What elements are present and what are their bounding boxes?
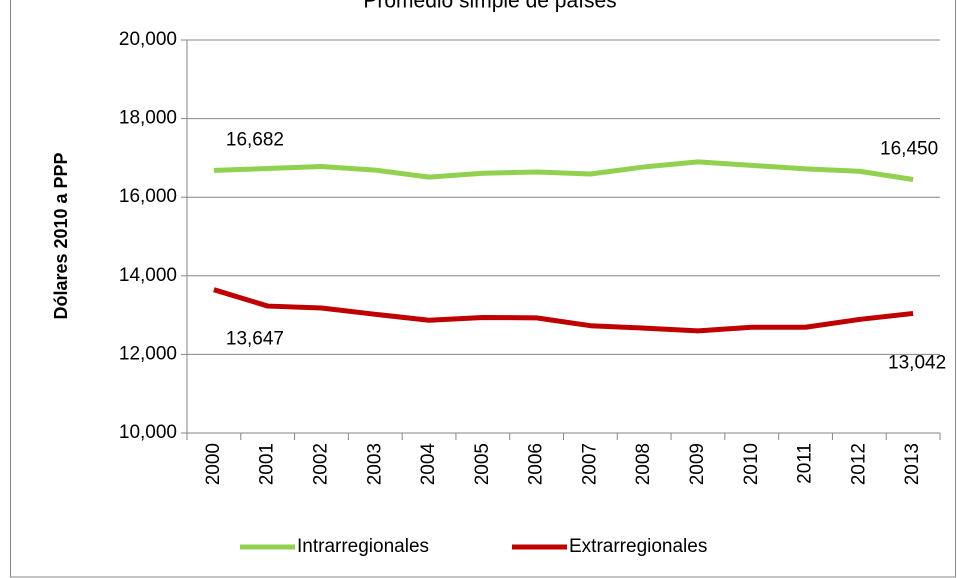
- data-label: 16,450: [880, 139, 938, 160]
- x-tick-label: 2007: [579, 443, 600, 485]
- x-tick-label: 2004: [418, 443, 439, 486]
- chart-frame: [10, 0, 956, 578]
- y-tick-label: 12,000: [119, 343, 177, 364]
- y-axis-label: Dólares 2010 a PPP: [51, 152, 71, 319]
- y-tick-label: 18,000: [119, 108, 177, 129]
- chart-title: Promedio simple de países: [363, 0, 616, 13]
- x-tick-label: 2002: [310, 443, 331, 485]
- x-tick-label: 2012: [848, 443, 869, 485]
- data-label: 13,647: [226, 329, 284, 350]
- y-tick-label: 10,000: [119, 422, 177, 443]
- x-tick-label: 2013: [902, 443, 923, 485]
- x-tick-label: 2000: [203, 443, 224, 485]
- legend-label: Extrarregionales: [569, 536, 707, 557]
- series-line: [213, 287, 914, 334]
- x-tick-label: 2011: [795, 443, 816, 484]
- x-tick-label: 2009: [687, 443, 708, 485]
- x-tick-label: 2006: [526, 443, 547, 485]
- legend-label: Intrarregionales: [297, 536, 429, 557]
- x-tick-label: 2001: [257, 443, 278, 485]
- y-tick-label: 16,000: [119, 186, 177, 207]
- x-tick-label: 2005: [472, 443, 493, 485]
- x-tick-label: 2008: [633, 443, 654, 485]
- x-tick-label: 2003: [364, 443, 385, 485]
- data-label: 13,042: [888, 352, 946, 373]
- y-tick-label: 20,000: [119, 29, 177, 50]
- series-line: [213, 159, 914, 182]
- y-tick-label: 14,000: [119, 265, 177, 286]
- x-tick-label: 2010: [741, 443, 762, 485]
- data-label: 16,682: [226, 129, 284, 150]
